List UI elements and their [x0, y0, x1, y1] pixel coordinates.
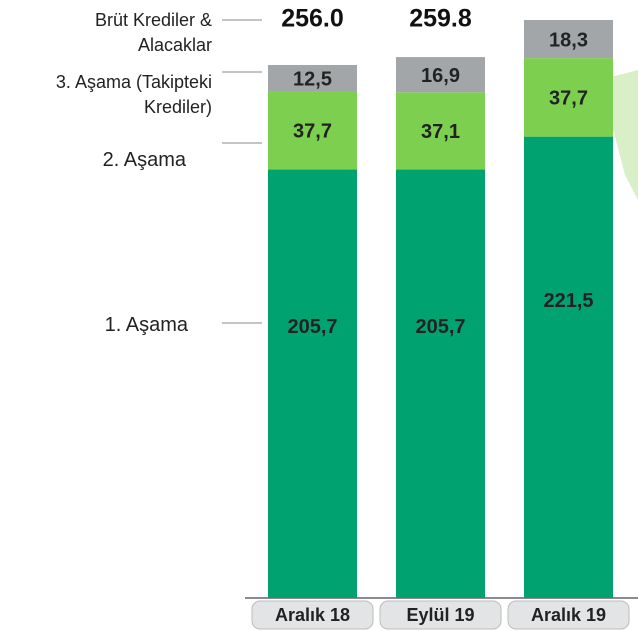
- bar-segment: [396, 169, 485, 598]
- data-label: 205,7: [287, 316, 337, 338]
- x-tick-label: Aralık 19: [531, 605, 606, 625]
- data-label: 37,7: [293, 121, 332, 143]
- category-box: [379, 600, 502, 630]
- total-label: 256.0: [281, 5, 344, 33]
- data-label: 37,7: [549, 88, 588, 110]
- bar-segment: [524, 58, 613, 137]
- bar-segment: [396, 92, 485, 170]
- legend-label: Brüt Krediler & Alacaklar: [94, 10, 212, 55]
- bar-segment: [268, 169, 357, 598]
- bar-segment: [524, 20, 613, 59]
- total-label: 259.8: [409, 5, 472, 33]
- x-tick-label: Eylül 19: [406, 605, 474, 625]
- bar-segment: [268, 64, 357, 92]
- x-tick-label: Aralık 18: [275, 605, 350, 625]
- bar-segment: [396, 57, 485, 93]
- category-box: [251, 600, 374, 630]
- legend-label: 3. Aşama (Takipteki Krediler): [55, 72, 212, 117]
- data-label: 16,9: [421, 65, 460, 87]
- bar-segment: [268, 91, 357, 170]
- legend-label: 1. Aşama: [104, 314, 188, 336]
- category-box: [507, 600, 630, 630]
- bar-segment: [524, 136, 613, 598]
- data-label: 37,1: [421, 121, 460, 143]
- data-label: 18,3: [549, 29, 588, 51]
- legend-label: 2. Aşama: [102, 149, 186, 171]
- data-label: 221,5: [543, 290, 593, 312]
- data-label: 12,5: [293, 68, 332, 90]
- data-label: 205,7: [415, 316, 465, 338]
